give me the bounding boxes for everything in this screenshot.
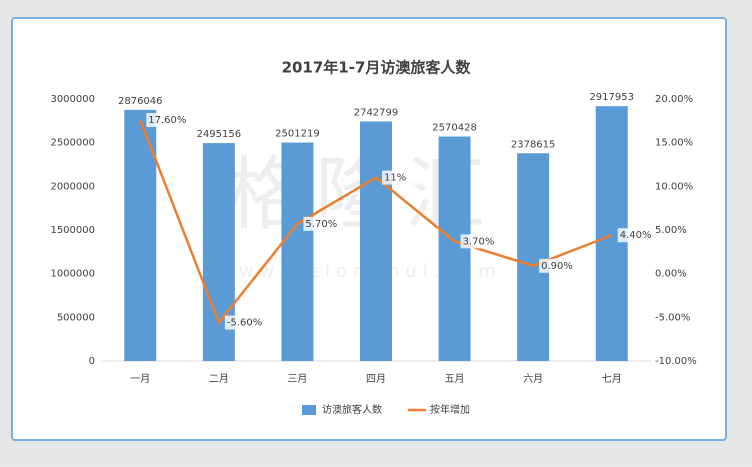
data-label: 11% <box>384 173 406 184</box>
x-tick-label: 三月 <box>287 373 307 385</box>
x-tick-label: 二月 <box>209 373 229 385</box>
data-label: -5.60% <box>227 318 262 329</box>
x-tick-label: 五月 <box>445 373 465 385</box>
y-tick-label: 1000000 <box>50 269 95 280</box>
y2-tick-label: -10.00% <box>655 356 697 367</box>
data-label: 5.70% <box>305 219 337 230</box>
legend-label: 按年增加 <box>430 403 470 416</box>
data-label: 2501219 <box>275 129 320 140</box>
y2-tick-label: -5.00% <box>655 312 690 323</box>
y2-tick-label: 15.00% <box>655 138 693 149</box>
data-label: 0.90% <box>541 261 573 272</box>
data-label: 2742799 <box>354 107 399 118</box>
bar <box>360 121 392 361</box>
y2-tick-label: 5.00% <box>655 225 687 236</box>
bar <box>438 136 471 361</box>
data-label: 2917953 <box>589 92 634 103</box>
y2-tick-label: 20.00% <box>655 94 693 105</box>
bar <box>281 142 314 361</box>
data-label-bg <box>146 112 185 127</box>
data-label: 2495156 <box>197 129 242 140</box>
data-label: 3.70% <box>463 236 495 247</box>
data-label-bg <box>617 228 656 243</box>
legend-label: 访澳旅客人数 <box>322 403 382 416</box>
data-label: 2876046 <box>118 96 163 107</box>
y-tick-label: 0 <box>89 356 95 367</box>
x-tick-label: 七月 <box>602 373 622 385</box>
y-tick-label: 500000 <box>57 312 95 323</box>
y-tick-label: 2500000 <box>50 138 95 149</box>
data-label-bg <box>382 170 420 185</box>
x-tick-label: 六月 <box>523 373 543 385</box>
chart-title: 2017年1-7月访澳旅客人数 <box>282 59 472 77</box>
data-label: 2378615 <box>511 139 556 150</box>
line <box>139 119 613 326</box>
bar <box>124 109 157 361</box>
y2-tick-label: 0.00% <box>655 269 687 280</box>
data-label: 4.40% <box>620 230 652 241</box>
y-tick-label: 1500000 <box>50 225 95 236</box>
y-tick-label: 3000000 <box>50 94 95 105</box>
data-label: 17.60% <box>148 115 186 126</box>
legend-swatch <box>302 405 316 415</box>
data-label-bg <box>303 216 342 231</box>
x-tick-label: 四月 <box>366 373 386 385</box>
y-tick-label: 2000000 <box>50 181 95 192</box>
data-label: 2570428 <box>432 123 477 134</box>
x-tick-label: 一月 <box>130 373 150 385</box>
data-label-bg <box>539 258 578 273</box>
bar <box>517 153 550 361</box>
y2-tick-label: 10.00% <box>655 181 693 192</box>
data-label-bg <box>460 234 499 249</box>
data-label-bg <box>224 315 263 330</box>
